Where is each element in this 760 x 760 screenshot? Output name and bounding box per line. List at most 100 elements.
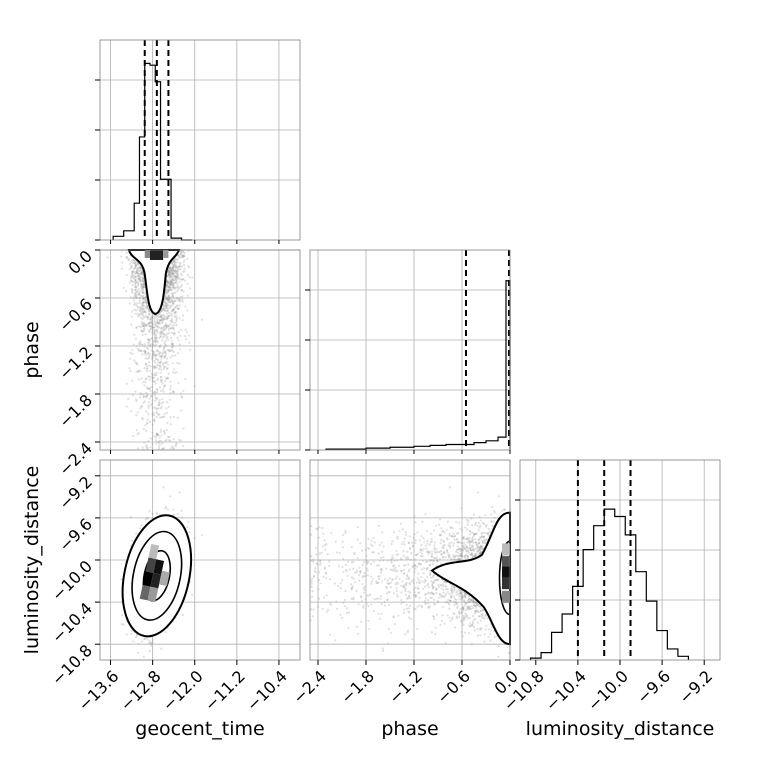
sample-point [145,324,148,327]
sample-point [162,486,165,489]
sample-point [188,334,191,337]
sample-point [135,345,138,348]
sample-point [175,266,179,269]
sample-point [139,276,142,279]
sample-point [179,265,182,268]
sample-point [164,340,167,343]
sample-point [160,316,163,320]
sample-point [151,431,154,434]
sample-point [137,287,140,291]
sample-point [138,297,141,300]
sample-point [166,421,169,424]
sample-point [148,322,151,325]
sample-point [177,299,180,302]
sample-point [166,357,169,360]
sample-point [172,391,176,394]
sample-point [135,270,138,273]
sample-point [169,356,172,359]
sample-point [146,370,149,373]
sample-point [175,371,178,374]
sample-point [172,446,175,449]
sample-point [166,275,169,278]
sample-point [159,430,162,433]
sample-point [162,309,165,312]
sample-point [181,265,184,268]
sample-point [128,367,131,370]
sample-point [167,284,170,288]
sample-point [127,397,130,400]
sample-point [141,304,144,307]
sample-point [171,282,175,285]
sample-point [137,284,140,287]
sample-point [133,294,136,297]
sample-point [145,429,148,432]
sample-point [141,286,144,289]
sample-point [134,303,138,307]
sample-point [175,323,178,327]
sample-point [160,316,163,319]
sample-point [132,260,136,263]
sample-point [144,298,147,301]
sample-point [149,327,153,330]
sample-point [156,325,159,328]
sample-point [179,278,182,281]
sample-point [181,255,184,258]
sample-point [162,333,165,336]
sample-point [138,301,141,304]
sample-point [129,351,132,354]
sample-point [181,445,185,448]
sample-point [159,344,162,347]
sample-point [150,385,153,389]
sample-point [148,344,152,347]
sample-point [141,446,144,449]
sample-point [150,402,154,405]
sample-point [147,321,150,325]
sample-point [136,291,139,294]
sample-point [177,288,180,291]
sample-point [168,268,171,272]
sample-point [164,297,167,300]
sample-point [147,343,150,346]
sample-point [169,281,172,284]
sample-point [148,397,151,400]
sample-point [141,313,144,316]
sample-point [166,279,169,282]
sample-point [155,322,158,325]
sample-point [166,367,169,370]
sample-point [166,300,169,303]
sample-point [137,378,140,381]
sample-point [169,288,172,292]
sample-point [152,329,155,332]
sample-point [169,276,172,279]
sample-point [154,343,157,346]
sample-point [150,320,153,323]
sample-point [188,266,191,269]
sample-point [159,327,163,330]
sample-point [164,384,167,387]
sample-point [171,300,174,303]
sample-point [138,299,141,302]
sample-point [137,293,141,296]
sample-point [182,255,185,258]
sample-point [173,291,177,294]
sample-point [169,322,172,326]
sample-point [158,345,161,349]
sample-point [142,324,145,327]
sample-point [144,343,147,346]
sample-point [182,427,185,430]
sample-point [166,349,169,352]
sample-point [155,330,158,333]
sample-point [158,322,162,325]
sample-point [146,386,149,389]
sample-point [131,283,134,287]
sample-point [120,267,123,270]
sample-point [134,337,138,340]
sample-point [151,438,154,441]
sample-point [132,267,135,271]
sample-point [163,351,167,354]
sample-point [169,416,172,419]
sample-point [188,276,191,279]
sample-point [185,337,188,341]
sample-point [144,301,147,304]
sample-point [178,317,181,320]
